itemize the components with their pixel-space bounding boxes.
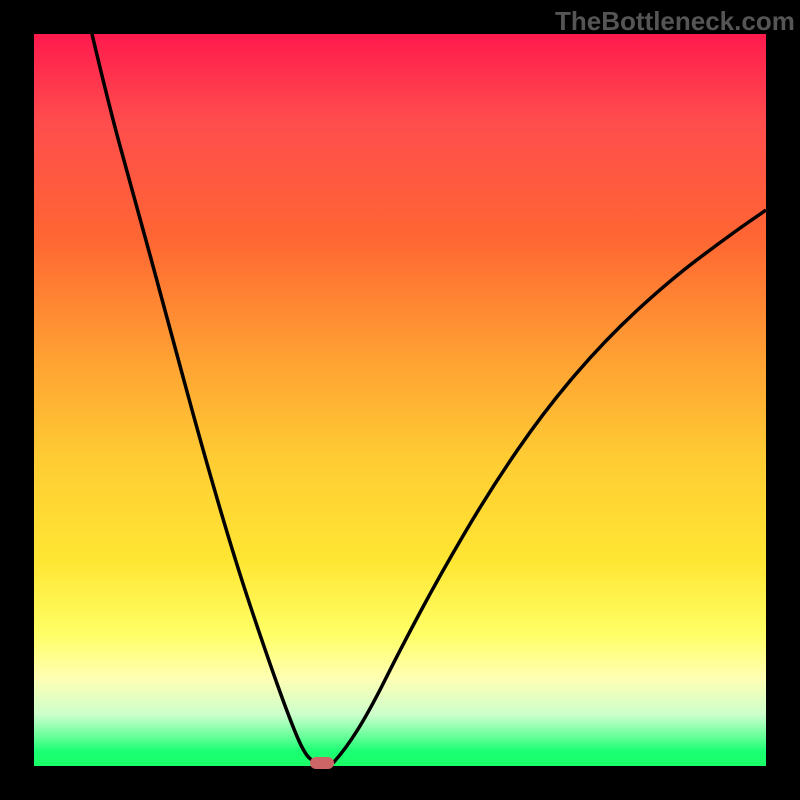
bottleneck-curve xyxy=(0,0,800,800)
optimal-point-marker xyxy=(310,757,334,769)
chart-container: TheBottleneck.com xyxy=(0,0,800,800)
curve-path xyxy=(92,34,766,763)
